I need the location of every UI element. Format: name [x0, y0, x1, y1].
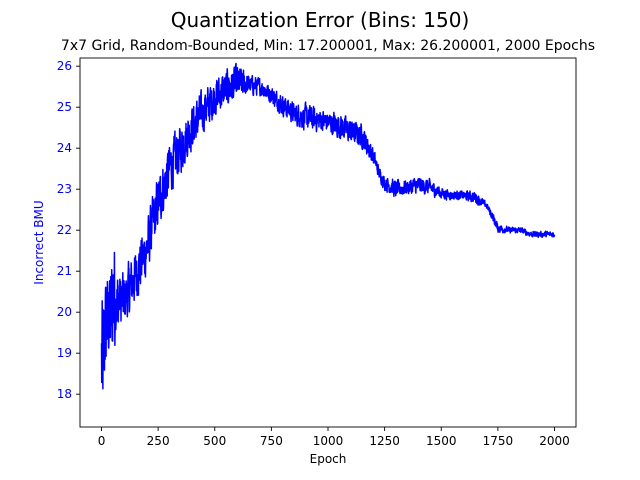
x-tick-label: 750: [260, 434, 283, 448]
y-tick-label: 26: [57, 59, 72, 73]
y-tick-label: 25: [57, 100, 72, 114]
chart-subtitle: 7x7 Grid, Random-Bounded, Min: 17.200001…: [61, 38, 595, 54]
x-tick-label: 1750: [483, 434, 514, 448]
x-tick-label: 1250: [369, 434, 400, 448]
y-tick-label: 18: [57, 387, 72, 401]
plot-area: [100, 62, 556, 390]
y-axis-label: Incorrect BMU: [32, 200, 46, 284]
y-tick-label: 19: [57, 346, 72, 360]
chart-title: Quantization Error (Bins: 150): [171, 8, 470, 32]
y-axis-ticks: 18 19 20 21 22 23 24 25 26: [57, 59, 80, 401]
x-tick-label: 1500: [426, 434, 457, 448]
axes-frame: [79, 57, 577, 428]
x-tick-label: 500: [203, 434, 226, 448]
y-tick-label: 20: [57, 305, 72, 319]
x-axis-ticks: 0 250 500 750 1000 1250 1500 1750 2000: [98, 427, 570, 448]
x-tick-label: 250: [147, 434, 170, 448]
x-tick-label: 1000: [313, 434, 344, 448]
y-tick-label: 22: [57, 223, 72, 237]
y-tick-label: 23: [57, 182, 72, 196]
y-tick-label: 21: [57, 264, 72, 278]
x-axis-label: Epoch: [310, 452, 347, 466]
y-tick-label: 24: [57, 141, 72, 155]
x-tick-label: 2000: [539, 434, 570, 448]
x-tick-label: 0: [98, 434, 106, 448]
series-line: [100, 62, 556, 390]
